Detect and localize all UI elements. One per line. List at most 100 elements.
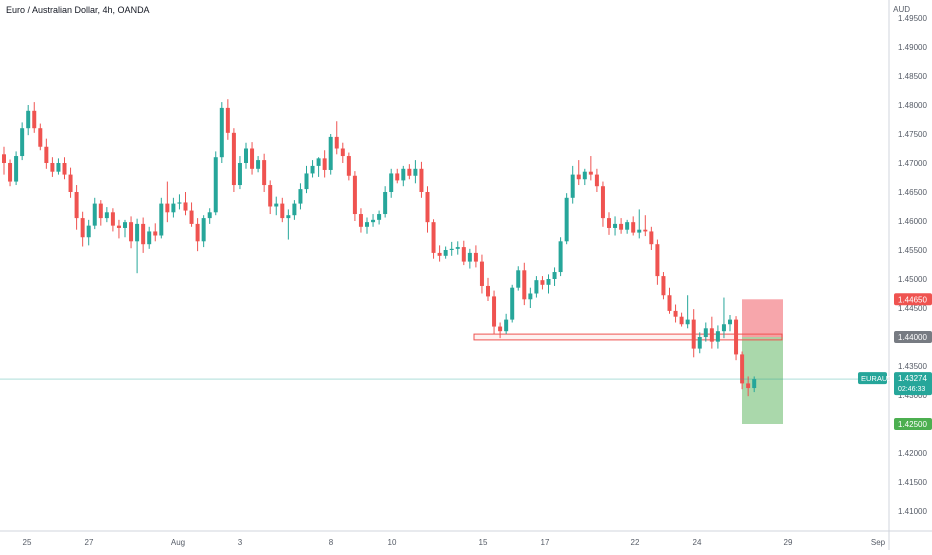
candle: [607, 212, 611, 235]
candle-body: [534, 280, 539, 294]
candle-body: [116, 225, 121, 228]
candle-body: [189, 210, 194, 224]
candle: [358, 208, 363, 233]
candle-body: [558, 241, 563, 273]
candle: [274, 196, 279, 216]
candle: [80, 211, 85, 247]
candle-body: [691, 319, 696, 349]
candle-body: [62, 163, 67, 175]
symbol-legend[interactable]: Euro / Australian Dollar, 4h, OANDA: [6, 5, 150, 15]
price-tag-target: 1.42500: [894, 418, 932, 430]
x-tick-label: 8: [329, 538, 334, 547]
y-tick-label: 1.49500: [898, 14, 927, 23]
y-tick-label: 1.41500: [898, 478, 927, 487]
candle-body: [498, 326, 503, 332]
stop-loss-zone: [742, 299, 783, 337]
candle-body: [697, 337, 702, 349]
candle-body: [752, 379, 757, 389]
time-axis[interactable]: 25 27 Aug 3 8 10 15 17 22 24 29 Sep: [0, 530, 932, 547]
candle: [570, 165, 575, 204]
candle: [328, 134, 333, 175]
price-tag-text: 1.42500: [898, 420, 927, 429]
candle-body: [383, 192, 388, 215]
candle: [316, 157, 321, 177]
candle: [141, 217, 146, 253]
candle-body: [516, 270, 521, 288]
candle: [298, 183, 303, 210]
y-tick-label: 1.43500: [898, 362, 927, 371]
candle-body: [643, 229, 648, 232]
candle-body: [600, 186, 605, 219]
candle: [679, 312, 684, 327]
candle-body: [358, 214, 363, 227]
candle-body: [2, 154, 6, 163]
candle-body: [401, 168, 406, 181]
candle: [383, 186, 388, 218]
candle: [740, 351, 745, 390]
candle: [244, 142, 248, 169]
candle: [177, 194, 182, 210]
current-price-tag: 1.43274 02:46:33: [894, 372, 932, 396]
x-tick-label: 25: [23, 538, 32, 547]
candle: [153, 223, 158, 242]
candle: [104, 207, 109, 223]
x-tick-label: 24: [693, 538, 702, 547]
candle: [546, 274, 551, 294]
candle-body: [50, 163, 55, 172]
candle-body: [268, 185, 273, 207]
candle-body: [14, 156, 19, 182]
candle-body: [504, 319, 509, 332]
candle: [98, 200, 103, 226]
current-price-bg: [894, 372, 932, 396]
candle-body: [631, 222, 636, 233]
candle: [365, 217, 369, 234]
candle: [443, 246, 448, 259]
candle: [26, 105, 31, 136]
candle-body: [195, 223, 200, 242]
candle: [510, 284, 515, 323]
candle: [643, 215, 648, 237]
take-profit-zone: [742, 337, 783, 424]
price-tag-text: 1.44000: [898, 333, 927, 342]
candle-body: [147, 231, 152, 245]
candle-body: [455, 247, 460, 249]
candle: [473, 245, 478, 268]
candle: [231, 128, 236, 192]
y-tick-label: 1.47000: [898, 159, 927, 168]
candle-body: [129, 222, 134, 242]
candle: [534, 276, 539, 298]
candle-body: [655, 244, 660, 277]
candle: [746, 376, 751, 397]
candle-body: [153, 231, 158, 236]
candle: [425, 186, 430, 233]
x-tick-label: 10: [388, 538, 397, 547]
candle: [377, 210, 382, 225]
y-tick-label: 1.48500: [898, 72, 927, 81]
candle-body: [667, 295, 672, 311]
candle-body: [467, 252, 472, 262]
candle: [685, 295, 690, 329]
candle: [667, 287, 672, 314]
candle-body: [607, 218, 611, 228]
candle-body: [540, 280, 545, 285]
candle-body: [564, 197, 569, 242]
candle-body: [728, 319, 732, 325]
candle-body: [231, 132, 236, 186]
candle-body: [328, 136, 333, 170]
candle-body: [322, 158, 327, 170]
candle-body: [292, 203, 297, 216]
candle: [8, 159, 13, 187]
candle-body: [334, 136, 339, 149]
candle: [129, 216, 134, 249]
candle: [322, 150, 327, 178]
candle-body: [431, 222, 436, 253]
price-axis[interactable]: 1.49500 1.49000 1.48500 1.48000 1.47500 1.470…: [888, 0, 927, 550]
candle: [600, 181, 605, 227]
candle-body: [389, 173, 394, 192]
x-tick-label: Sep: [871, 538, 886, 547]
symbol-tag: EURAUD: [858, 372, 893, 385]
candle-body: [594, 174, 599, 187]
candle: [588, 156, 593, 181]
